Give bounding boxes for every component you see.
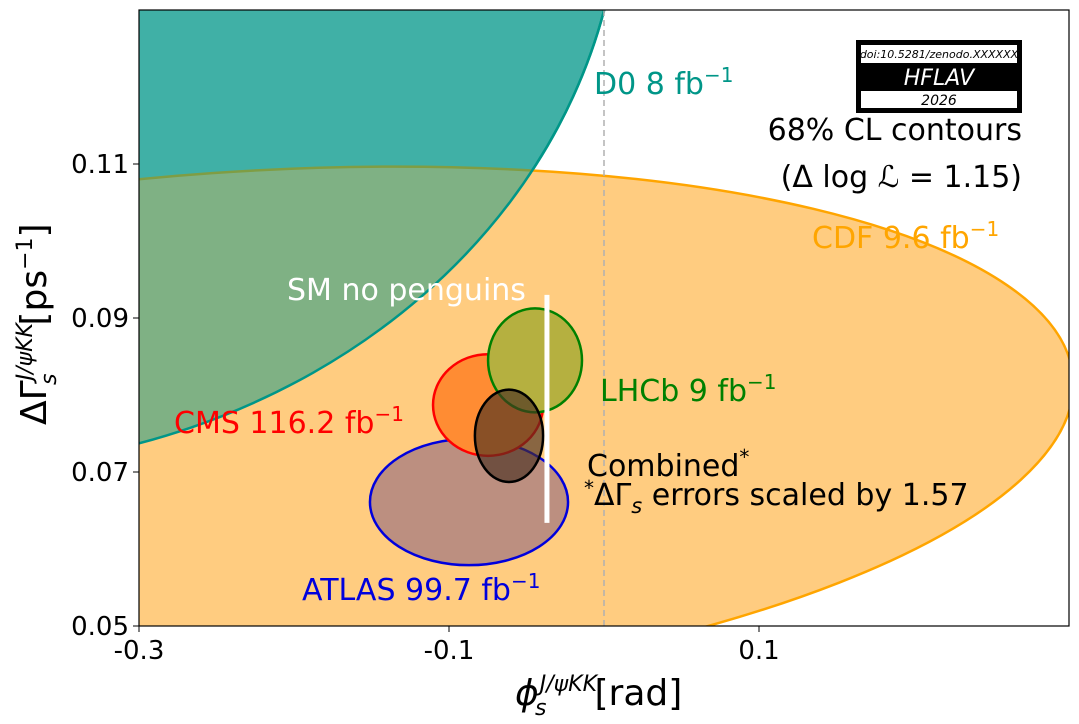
logo-doi-box — [861, 45, 1017, 63]
x-axis-label: ϕJ/ψKK s [rad] — [515, 672, 682, 721]
y-tick-label: 0.11 — [71, 150, 129, 180]
label-sm-no-penguins: SM no penguins — [287, 273, 526, 308]
logo-year-box — [861, 91, 1017, 108]
annotation-cl-contours: 68% CL contours — [768, 113, 1022, 148]
x-tick-label: -0.3 — [114, 636, 165, 666]
y-tick-label: 0.05 — [71, 612, 129, 642]
annotation-delta-loglik: (Δ log ℒ = 1.15) — [781, 160, 1022, 195]
label-combined: Combined* — [587, 445, 749, 484]
tick-layer: -0.3 -0.1 0.1 0.05 0.07 0.09 0.11 — [71, 150, 780, 666]
contour-d0-overlay — [139, 10, 606, 445]
logo-title: HFLAV — [904, 66, 976, 91]
y-axis-label: ΔΓJ/ψKKs[ps−1] — [13, 223, 62, 425]
label-atlas: ATLAS 99.7 fb−1 — [302, 569, 540, 608]
hflav-logo: doi:10.5281/zenodo.XXXXXX HFLAV 2026 — [856, 40, 1022, 113]
x-tick-label: -0.1 — [424, 636, 475, 666]
logo-year: 2026 — [921, 93, 957, 109]
label-lhcb: LHCb 9 fb−1 — [600, 370, 777, 409]
x-tick-label: 0.1 — [738, 636, 779, 666]
footnote-scaling: *ΔΓs errors scaled by 1.57 — [584, 476, 969, 518]
contour-combined — [473, 388, 545, 484]
label-d0: D0 8 fb−1 — [594, 63, 733, 102]
label-cdf: CDF 9.6 fb−1 — [812, 217, 999, 256]
y-tick-label: 0.07 — [71, 458, 129, 488]
label-cms: CMS 116.2 fb−1 — [174, 402, 404, 441]
svg-text:ΔΓJ/ψKKs[ps−1]: ΔΓJ/ψKKs[ps−1] — [13, 223, 62, 425]
logo-doi: doi:10.5281/zenodo.XXXXXX — [860, 48, 1019, 61]
y-tick-label: 0.09 — [71, 304, 129, 334]
